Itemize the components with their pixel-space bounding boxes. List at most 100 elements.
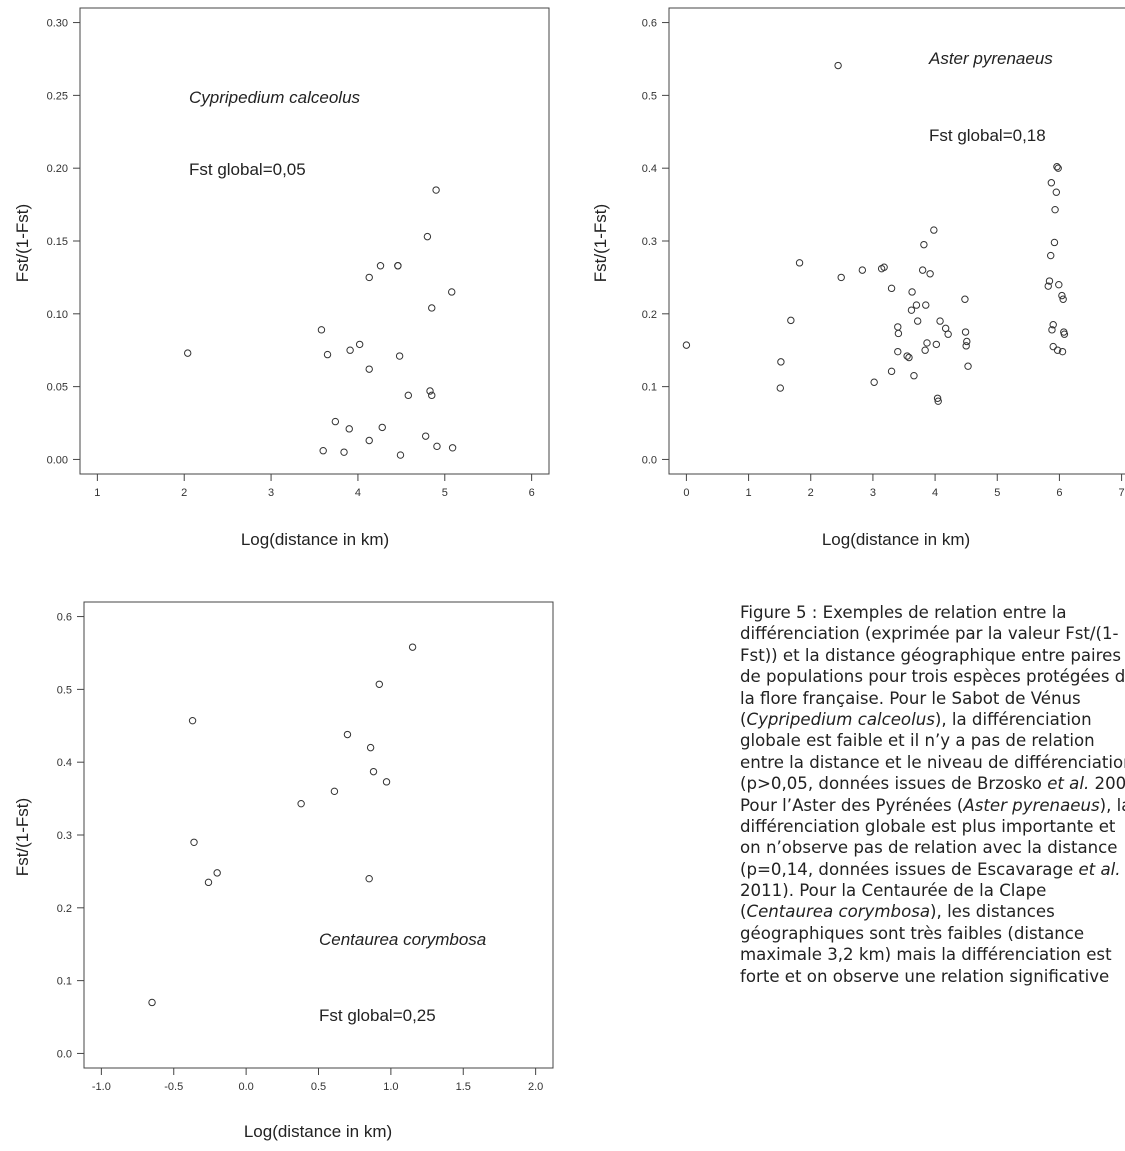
data-point bbox=[346, 346, 354, 354]
data-point bbox=[378, 423, 386, 432]
data-point bbox=[930, 226, 938, 234]
species-label: Centaurea corymbosa bbox=[319, 930, 486, 949]
data-point bbox=[907, 306, 916, 314]
data-point bbox=[1045, 277, 1054, 285]
data-point bbox=[908, 288, 916, 296]
data-point bbox=[964, 362, 972, 370]
y-tick-label: 0.6 bbox=[57, 612, 72, 624]
data-point bbox=[426, 387, 434, 395]
caption-line: 2011). Pour la Centaurée de la Clape bbox=[740, 881, 1047, 901]
y-tick-label: 0.15 bbox=[47, 236, 68, 248]
data-point bbox=[1050, 238, 1059, 247]
data-point bbox=[910, 372, 918, 380]
x-tick-label: 6 bbox=[529, 487, 535, 499]
data-point bbox=[355, 340, 364, 349]
y-tick-label: 0.5 bbox=[642, 90, 657, 102]
caption-line: Pour l’Aster des Pyrénées (Aster pyrenae… bbox=[740, 795, 1125, 815]
x-tick-label: 1.5 bbox=[456, 1081, 471, 1093]
data-points bbox=[183, 186, 457, 459]
y-tick-label: 0.0 bbox=[57, 1048, 72, 1060]
caption-line: maximale 3,2 km) mais la différenciation… bbox=[740, 945, 1112, 965]
data-point bbox=[213, 869, 221, 877]
species-label: Aster pyrenaeus bbox=[928, 49, 1053, 68]
data-point bbox=[330, 787, 339, 796]
data-point bbox=[323, 350, 332, 359]
data-point bbox=[1055, 280, 1063, 289]
data-point bbox=[408, 643, 417, 651]
data-point bbox=[934, 397, 942, 405]
data-point bbox=[880, 263, 888, 271]
axis-ticks: -1.0 -0.5 0.0 0.5 1.0 1.5 2.0 0.0 0.1 0.2 0.3 0.4 0.… bbox=[57, 612, 544, 1093]
x-tick-label: 0.5 bbox=[311, 1081, 326, 1093]
data-point bbox=[448, 444, 457, 452]
data-point bbox=[369, 767, 378, 776]
x-tick-label: 0.0 bbox=[238, 1081, 253, 1093]
data-point bbox=[204, 878, 213, 887]
data-point bbox=[382, 778, 391, 786]
data-point bbox=[1048, 326, 1056, 334]
caption-line: entre la distance et le niveau de différ… bbox=[740, 752, 1125, 772]
y-tick-label: 0.05 bbox=[47, 382, 68, 394]
data-point bbox=[1058, 291, 1066, 300]
data-point bbox=[394, 262, 402, 270]
data-point bbox=[1052, 188, 1061, 196]
chart-panel-centaurea: Log(distance in km) Fst/(1-Fst) Centaure… bbox=[13, 601, 554, 1141]
data-point bbox=[365, 365, 373, 373]
x-tick-label: 1.0 bbox=[383, 1081, 398, 1093]
data-point bbox=[190, 838, 198, 846]
data-point bbox=[870, 378, 878, 386]
plot-frame bbox=[668, 7, 1125, 475]
data-points bbox=[148, 643, 417, 1007]
data-point bbox=[926, 270, 934, 278]
data-point bbox=[894, 329, 903, 338]
data-point bbox=[922, 301, 930, 309]
data-point bbox=[421, 432, 430, 440]
data-point bbox=[428, 391, 436, 400]
data-point bbox=[787, 316, 795, 325]
caption-line: Fst)) et la distance géographique entre … bbox=[740, 645, 1121, 665]
data-point bbox=[404, 391, 412, 400]
axis-ticks: 1 2 3 4 5 6 0.00 0.05 0.10 0.15 0.20 0.25 0.30 bbox=[47, 18, 535, 499]
data-point bbox=[317, 326, 326, 334]
caption-line: différenciation globale est plus importa… bbox=[740, 816, 1116, 836]
data-point bbox=[887, 284, 896, 293]
caption-line: géographiques sont très faibles (distanc… bbox=[740, 923, 1085, 943]
y-tick-label: 0.3 bbox=[642, 236, 657, 248]
y-tick-label: 0.4 bbox=[57, 757, 72, 769]
data-point bbox=[894, 323, 902, 331]
x-tick-label: 0 bbox=[683, 487, 689, 499]
data-point bbox=[837, 273, 845, 282]
x-tick-label: 7 bbox=[1119, 487, 1125, 499]
fst-global-label: Fst global=0,18 bbox=[929, 126, 1046, 145]
data-point bbox=[375, 680, 383, 688]
x-tick-label: 1 bbox=[746, 487, 752, 499]
data-point bbox=[933, 394, 942, 402]
data-point bbox=[423, 232, 432, 241]
y-tick-label: 0.2 bbox=[642, 309, 657, 321]
data-point bbox=[921, 346, 929, 354]
caption-line: la flore française. Pour le Sabot de Vén… bbox=[740, 688, 1081, 708]
data-point bbox=[858, 266, 867, 274]
x-tick-label: 3 bbox=[268, 487, 274, 499]
x-axis-label: Log(distance in km) bbox=[244, 1122, 392, 1141]
data-point bbox=[396, 451, 405, 459]
data-point bbox=[428, 304, 436, 312]
data-point bbox=[777, 358, 785, 366]
data-point bbox=[1047, 251, 1055, 260]
data-point bbox=[395, 352, 404, 360]
data-point bbox=[913, 317, 922, 325]
y-tick-label: 0.20 bbox=[47, 163, 68, 175]
data-point bbox=[894, 347, 902, 356]
data-point bbox=[340, 448, 348, 456]
caption-line: forte et on observe une relation signifi… bbox=[740, 966, 1110, 986]
data-point bbox=[962, 342, 970, 350]
y-tick-label: 0.2 bbox=[57, 903, 72, 915]
fst-global-label: Fst global=0,05 bbox=[189, 160, 306, 179]
x-tick-label: 2 bbox=[808, 487, 814, 499]
data-point bbox=[944, 330, 952, 338]
axis-ticks: 0 1 2 3 4 5 6 7 0.0 0.1 0.2 0.3 0.4 0.5 0.6 bbox=[642, 18, 1125, 499]
y-axis-label: Fst/(1-Fst) bbox=[13, 798, 32, 876]
y-tick-label: 0.1 bbox=[642, 382, 657, 394]
x-tick-label: 3 bbox=[870, 487, 876, 499]
